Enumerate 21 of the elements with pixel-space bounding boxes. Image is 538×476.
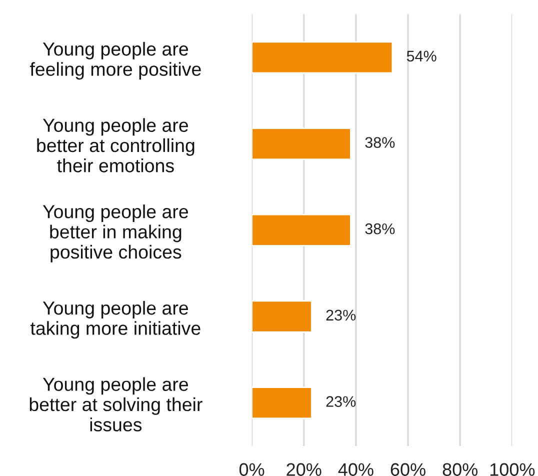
data-label: 38%: [365, 223, 395, 234]
data-label: 54%: [406, 50, 436, 62]
data-label: 38%: [365, 137, 395, 148]
bar: [252, 300, 312, 333]
x-tick-label: 20%: [286, 463, 322, 476]
data-label: 23%: [326, 310, 356, 321]
y-tick-label: Young people are feeling more positive: [30, 42, 201, 80]
x-tick-label: 0%: [239, 463, 264, 476]
y-tick-label: Young people are better at controlling their emotions: [37, 118, 194, 172]
x-tick-label: 80%: [442, 463, 478, 476]
x-tick-label: 100%: [490, 463, 535, 476]
y-tick-label: Young people are taking more initiative: [30, 300, 200, 339]
y-tick-label: Young people are better at solving their issues: [30, 377, 202, 432]
x-tick-label: 60%: [390, 463, 426, 476]
bar: [252, 386, 312, 420]
data-label: 23%: [326, 396, 356, 407]
y-tick-label: Young people are better in making positive choices: [42, 204, 188, 262]
x-tick-label: 40%: [338, 463, 374, 476]
bar: [252, 128, 352, 160]
bar: [252, 41, 394, 74]
bar: [252, 214, 352, 246]
